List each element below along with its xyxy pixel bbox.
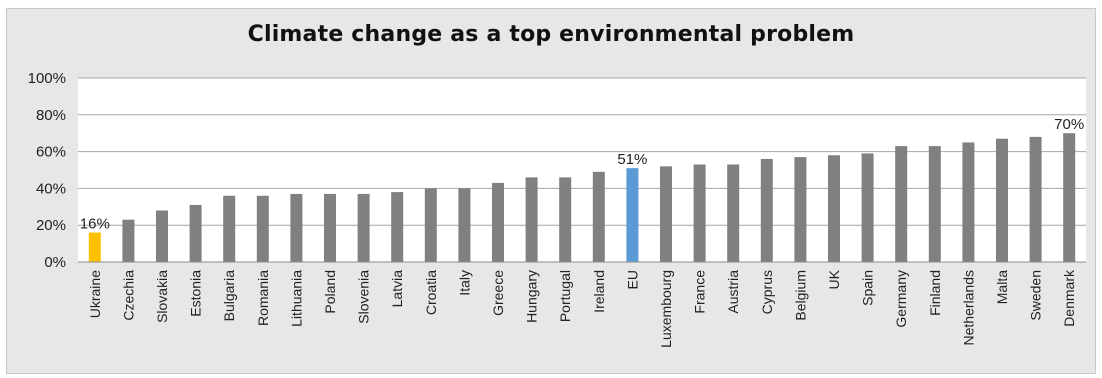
- bar-latvia: [391, 192, 404, 262]
- bar-cyprus: [760, 158, 773, 262]
- x-tick-label: Estonia: [188, 270, 204, 317]
- x-tick-label: EU: [624, 270, 640, 289]
- x-tick-label: Germany: [893, 270, 909, 328]
- bar-finland: [928, 146, 941, 262]
- x-tick-label: Belgium: [792, 270, 808, 321]
- bar-belgium: [794, 157, 807, 262]
- x-tick-label: Cyprus: [759, 270, 775, 314]
- y-tick-label: 80%: [36, 107, 66, 124]
- bar-luxembourg: [660, 166, 672, 262]
- bar-netherlands: [962, 142, 975, 262]
- bar-denmark: [1063, 133, 1076, 262]
- x-tick-label: France: [692, 270, 708, 314]
- y-tick-label: 40%: [36, 180, 66, 197]
- x-tick-label: Ukraine: [87, 270, 103, 318]
- bar-malta: [996, 138, 1008, 262]
- bar-sweden: [1029, 136, 1042, 262]
- x-tick-label: Slovakia: [154, 270, 170, 323]
- bar-croatia: [424, 188, 437, 262]
- x-tick-label: Spain: [860, 270, 876, 306]
- x-tick-label: Croatia: [423, 270, 439, 315]
- plot-area: [78, 78, 1086, 262]
- bar-greece: [492, 182, 504, 262]
- y-tick-label: 20%: [36, 217, 66, 234]
- bar-slovenia: [357, 193, 370, 262]
- chart-title: Climate change as a top environmental pr…: [247, 22, 855, 47]
- bar-portugal: [559, 177, 572, 262]
- x-tick-label: Bulgaria: [221, 270, 237, 322]
- x-tick-label: Latvia: [389, 270, 405, 308]
- x-tick-label: Luxembourg: [658, 270, 674, 348]
- bar-czechia: [122, 219, 135, 262]
- bar-estonia: [189, 204, 202, 262]
- data-label-ukraine: 16%: [80, 216, 110, 233]
- bar-romania: [256, 195, 269, 262]
- data-label-denmark: 70%: [1054, 116, 1084, 133]
- x-tick-label: Poland: [322, 270, 338, 314]
- bar-ireland: [592, 171, 605, 262]
- bar-poland: [324, 193, 336, 262]
- bar-france: [693, 164, 706, 262]
- bar-bulgaria: [223, 195, 236, 262]
- x-tick-label: Denmark: [1061, 269, 1077, 327]
- y-tick-label: 0%: [44, 254, 66, 271]
- x-tick-label: Hungary: [524, 270, 540, 323]
- x-tick-label: Greece: [490, 270, 506, 316]
- bar-lithuania: [290, 193, 303, 262]
- x-tick-label: Lithuania: [288, 270, 304, 327]
- x-tick-label: Portugal: [557, 270, 573, 322]
- bar-spain: [861, 153, 874, 262]
- y-tick-label: 60%: [36, 144, 66, 161]
- x-tick-label: Slovenia: [356, 270, 372, 324]
- x-tick-label: Netherlands: [960, 270, 976, 346]
- x-tick-label: Romania: [255, 270, 271, 326]
- x-tick-label: Austria: [725, 270, 741, 314]
- bar-slovakia: [156, 210, 168, 262]
- bar-germany: [895, 146, 908, 262]
- x-tick-label: Finland: [927, 270, 943, 316]
- bar-hungary: [525, 177, 538, 262]
- x-tick-label: Malta: [994, 270, 1010, 304]
- x-tick-label: Italy: [456, 270, 472, 296]
- x-tick-label: Ireland: [591, 270, 607, 313]
- y-tick-label: 100%: [28, 70, 66, 87]
- bar-uk: [828, 155, 840, 262]
- bar-austria: [727, 164, 740, 262]
- x-tick-label: UK: [826, 269, 842, 289]
- x-tick-label: Czechia: [120, 270, 136, 321]
- data-label-eu: 51%: [617, 151, 647, 168]
- bar-eu: [626, 168, 639, 262]
- x-tick-label: Sweden: [1028, 270, 1044, 321]
- bar-italy: [458, 188, 471, 262]
- bar-ukraine: [88, 232, 101, 262]
